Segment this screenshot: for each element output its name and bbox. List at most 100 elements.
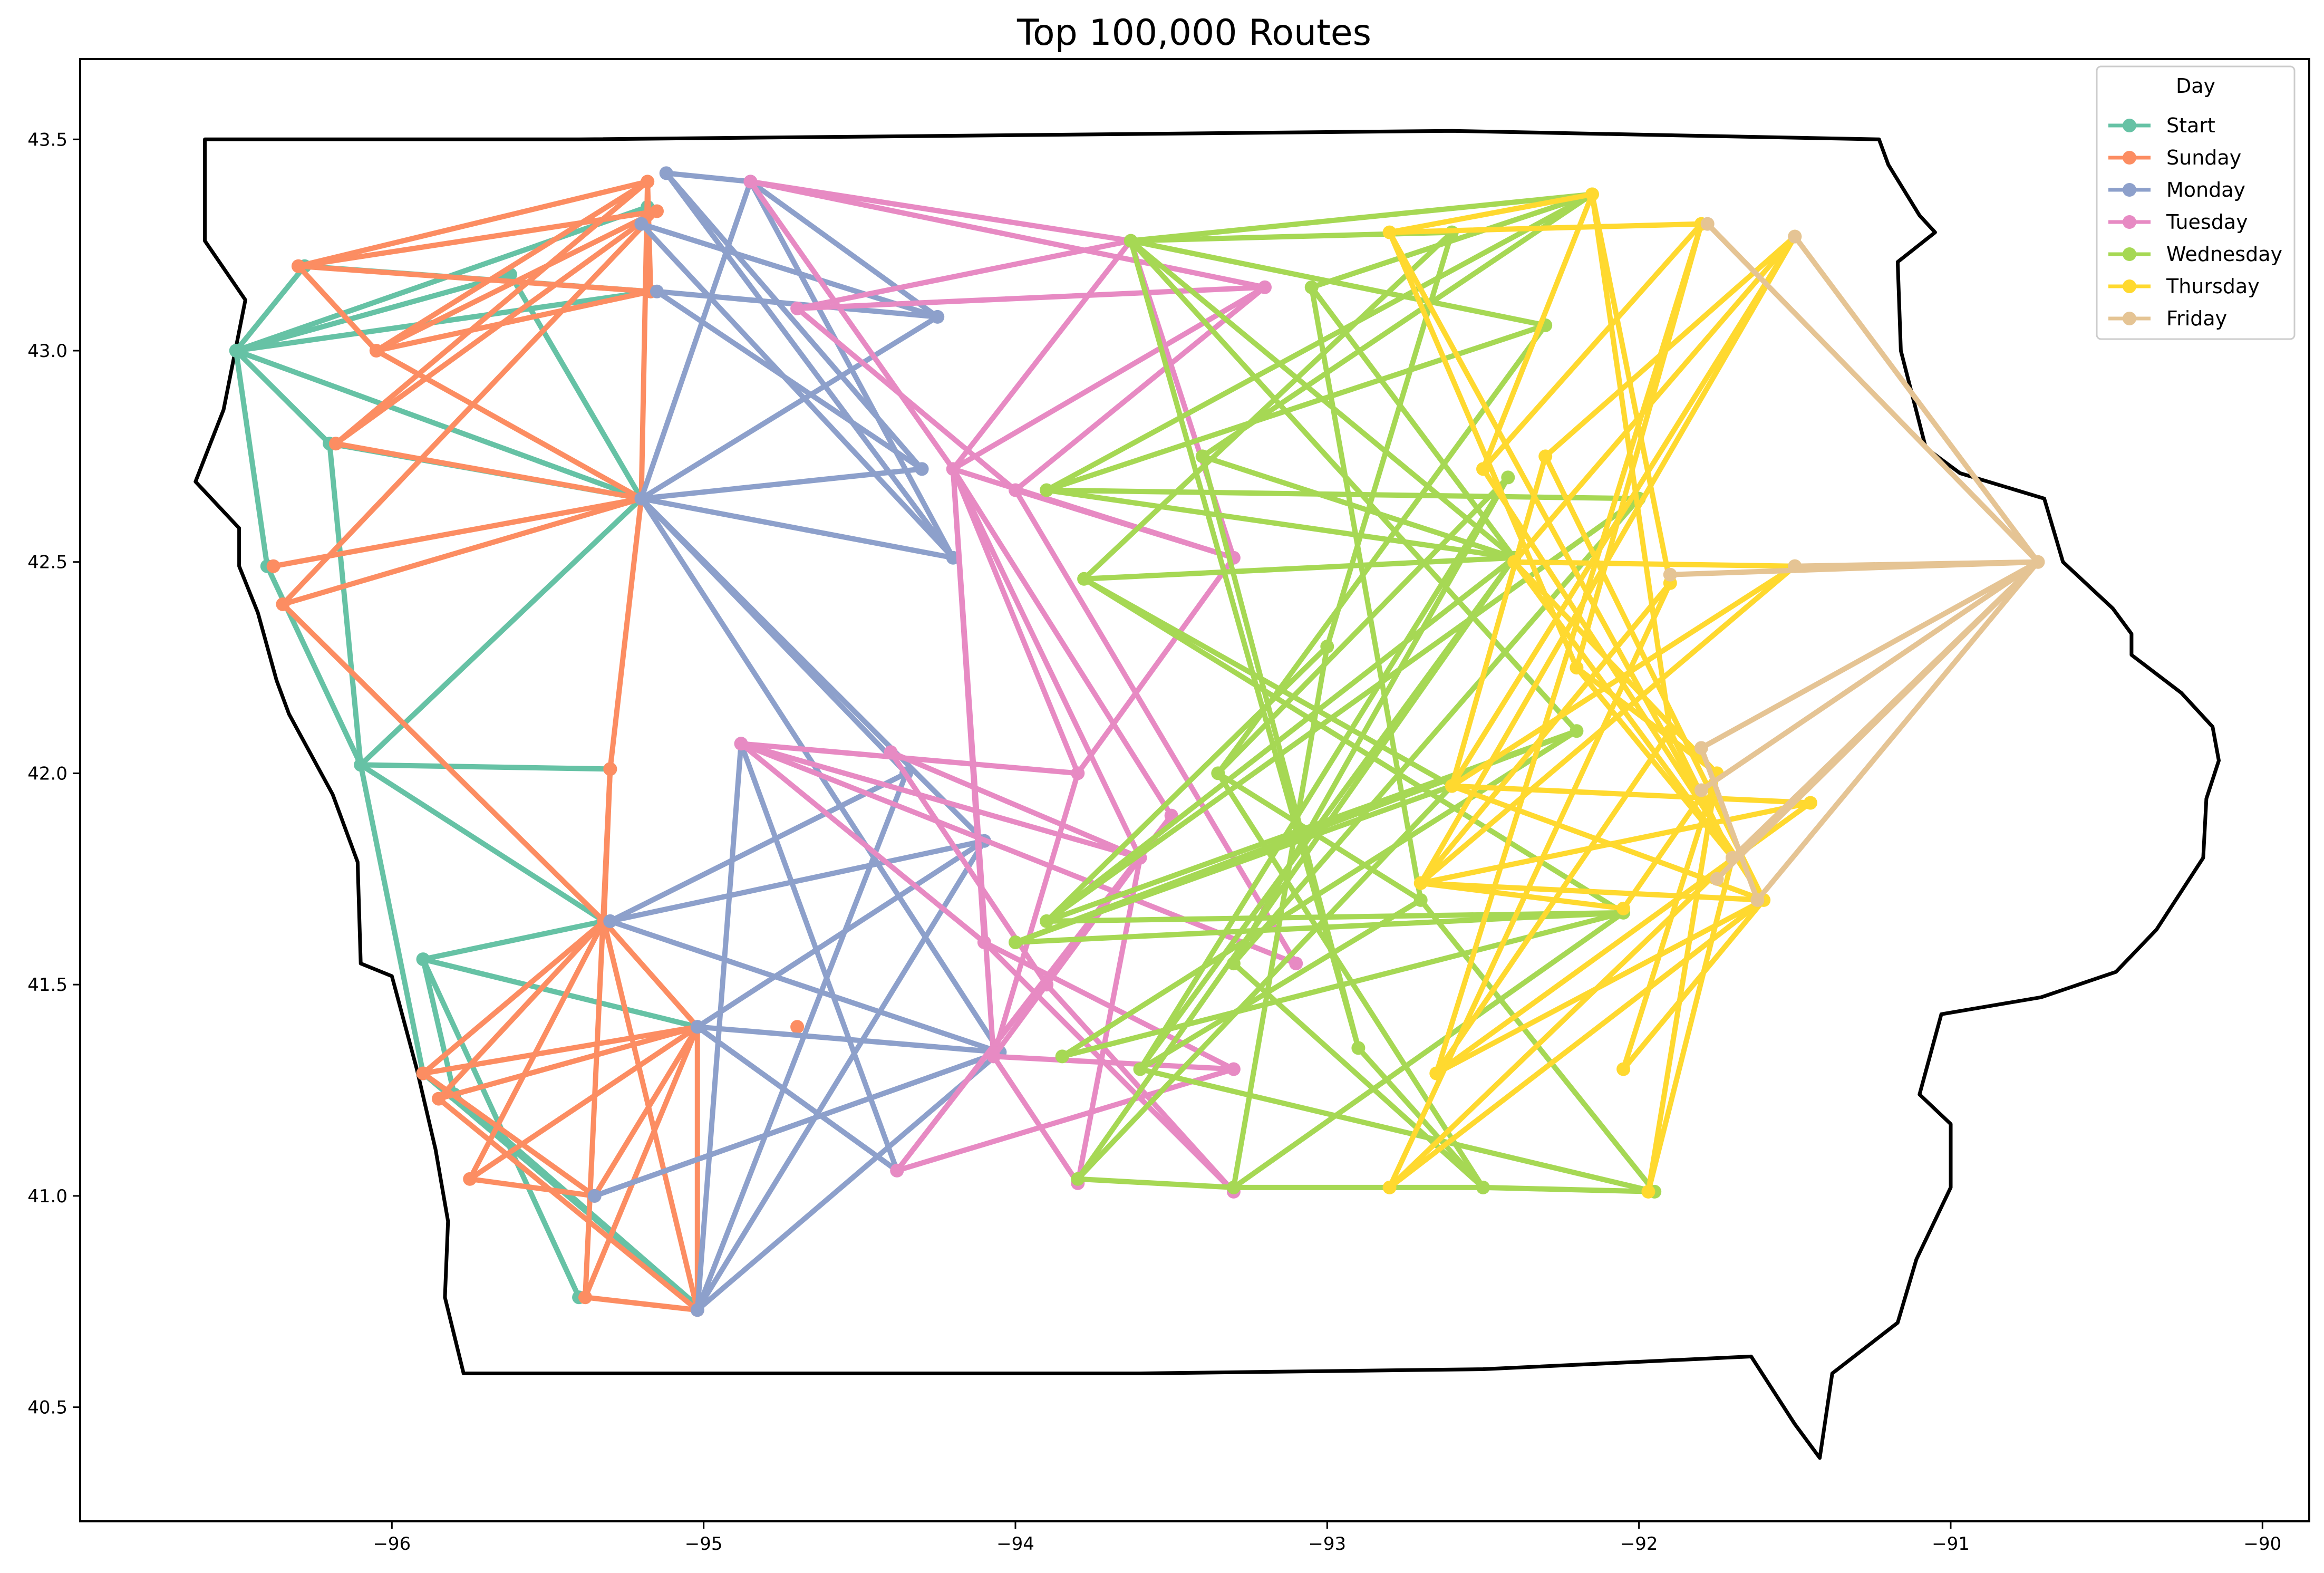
stop-monday bbox=[650, 284, 664, 298]
stop-thursday bbox=[1585, 187, 1599, 201]
y-tick-label: 42.0 bbox=[27, 763, 67, 784]
stop-start bbox=[416, 952, 430, 967]
legend-label: Sunday bbox=[2166, 146, 2241, 169]
route-tuesday bbox=[795, 305, 1018, 493]
route-start bbox=[358, 762, 613, 772]
series-sunday bbox=[266, 175, 805, 1317]
stop-tuesday bbox=[1040, 978, 1054, 992]
route-sunday bbox=[467, 1176, 597, 1199]
legend-box bbox=[2096, 65, 2296, 340]
stop-tuesday bbox=[1289, 957, 1303, 971]
route-wednesday bbox=[1081, 555, 1517, 582]
stop-tuesday bbox=[946, 462, 960, 476]
legend-entry-wednesday: Wednesday bbox=[2108, 243, 2282, 266]
stop-tuesday bbox=[1226, 1062, 1241, 1076]
y-tick-label: 41.0 bbox=[27, 1186, 67, 1207]
stop-wednesday bbox=[1133, 1062, 1147, 1076]
stop-sunday bbox=[463, 1172, 477, 1186]
stop-wednesday bbox=[1040, 914, 1054, 928]
legend-swatch-marker bbox=[2123, 151, 2136, 165]
stop-wednesday bbox=[1211, 766, 1225, 780]
route-start bbox=[358, 762, 426, 1076]
stop-friday bbox=[1788, 229, 1802, 244]
stop-monday bbox=[587, 1189, 602, 1203]
axis-ticks: −96 −95 −94 −93 −92 −91 −90 40.5 41.0 41.5 42.0 42.… bbox=[27, 129, 2281, 1555]
route-tuesday bbox=[748, 179, 1267, 290]
series-thursday bbox=[1382, 187, 1817, 1199]
route-sunday bbox=[280, 496, 644, 607]
route-thursday bbox=[1387, 897, 1767, 1190]
route-sunday bbox=[583, 1024, 700, 1300]
legend-entry-monday: Monday bbox=[2108, 178, 2245, 201]
route-tuesday bbox=[738, 741, 1299, 967]
legend-swatch-marker bbox=[2123, 215, 2136, 229]
route-tuesday bbox=[950, 284, 1267, 472]
route-start bbox=[233, 272, 513, 353]
route-thursday bbox=[1480, 191, 1595, 472]
route-monday bbox=[663, 170, 956, 561]
stop-thursday bbox=[1538, 449, 1553, 464]
x-tick-label: −92 bbox=[1620, 1533, 1658, 1555]
route-sunday bbox=[420, 1024, 700, 1076]
route-monday bbox=[607, 918, 1003, 1055]
stop-friday bbox=[1694, 783, 1708, 797]
stop-monday bbox=[931, 310, 945, 324]
route-sunday bbox=[601, 918, 700, 1030]
y-tick-label: 41.5 bbox=[27, 974, 67, 996]
stop-monday bbox=[634, 491, 648, 506]
legend-entry-sunday: Sunday bbox=[2108, 146, 2241, 169]
state-boundary bbox=[193, 129, 2221, 1460]
route-thursday bbox=[1387, 191, 1595, 235]
stop-wednesday bbox=[1476, 1180, 1490, 1194]
stop-friday bbox=[1788, 559, 1802, 573]
route-monday bbox=[748, 179, 941, 320]
stop-sunday bbox=[432, 1092, 446, 1106]
route-thursday bbox=[1543, 453, 1767, 903]
stop-sunday bbox=[291, 259, 305, 273]
x-tick-label: −93 bbox=[1308, 1533, 1346, 1555]
legend-label: Friday bbox=[2166, 307, 2227, 330]
stop-thursday bbox=[1663, 724, 1677, 738]
route-start bbox=[233, 288, 654, 353]
route-wednesday bbox=[1231, 910, 1626, 1190]
route-wednesday bbox=[1044, 555, 1517, 924]
route-start bbox=[358, 762, 607, 924]
route-sunday bbox=[583, 1295, 700, 1313]
stop-sunday bbox=[641, 175, 655, 189]
stop-friday bbox=[1710, 872, 1724, 886]
route-thursday bbox=[1512, 559, 1798, 569]
route-thursday bbox=[1418, 880, 1626, 911]
stop-tuesday bbox=[986, 1049, 1001, 1064]
route-tuesday bbox=[981, 940, 1236, 1072]
route-wednesday bbox=[1199, 191, 1595, 459]
stop-wednesday bbox=[1413, 893, 1428, 907]
route-sunday bbox=[420, 1070, 597, 1199]
legend-entry-thursday: Thursday bbox=[2108, 275, 2260, 298]
route-wednesday bbox=[1044, 496, 1642, 924]
route-monday bbox=[638, 221, 956, 561]
stop-thursday bbox=[1382, 1180, 1397, 1194]
stop-wednesday bbox=[1320, 640, 1334, 653]
route-wednesday bbox=[1044, 322, 1548, 493]
stop-tuesday bbox=[1071, 766, 1085, 780]
route-thursday bbox=[1418, 580, 1673, 886]
stop-tuesday bbox=[743, 175, 758, 189]
route-sunday bbox=[583, 766, 613, 1300]
route-monday bbox=[663, 170, 753, 185]
route-wednesday bbox=[1044, 487, 1517, 561]
route-thursday bbox=[1449, 453, 1548, 789]
route-tuesday bbox=[950, 466, 1174, 818]
route-friday bbox=[1705, 221, 2041, 565]
route-sunday bbox=[333, 441, 644, 501]
stop-tuesday bbox=[884, 745, 898, 759]
stop-sunday bbox=[276, 597, 290, 611]
route-thursday bbox=[1621, 770, 1720, 1072]
route-wednesday bbox=[1231, 496, 1642, 967]
route-thursday bbox=[1589, 191, 1673, 586]
stop-tuesday bbox=[890, 1163, 904, 1178]
stop-tuesday bbox=[1009, 483, 1022, 497]
legend: Day Start Sunday Monday Tuesday Wednesday Thur… bbox=[2096, 65, 2296, 340]
route-thursday bbox=[1543, 234, 1798, 459]
stop-friday bbox=[1663, 567, 1677, 582]
